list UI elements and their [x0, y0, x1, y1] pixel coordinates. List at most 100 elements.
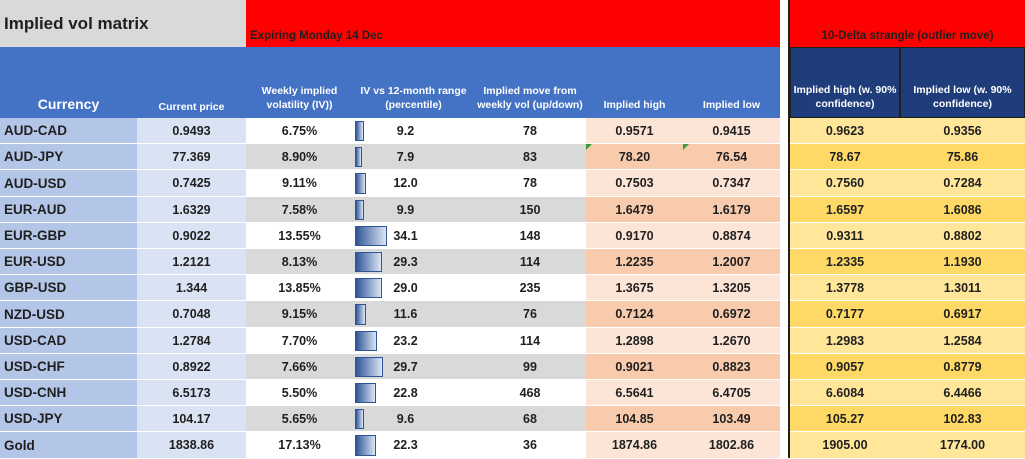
currency-value: GBP-USD: [4, 280, 67, 295]
currency-value: EUR-GBP: [4, 228, 67, 243]
currency-value: USD-CAD: [4, 333, 67, 348]
strangle-low-value: 1.2584: [943, 333, 982, 348]
iv-range-value: 12.0: [393, 176, 418, 190]
current-price-value: 0.7425: [172, 176, 211, 190]
implied-high-cell: 1874.86: [586, 432, 683, 459]
strangle-low-value: 6.4466: [943, 385, 982, 400]
weekly-iv-cell: 6.75%: [246, 118, 353, 144]
header-current-price: Current price: [137, 47, 246, 118]
implied-move-cell: 99: [474, 354, 586, 380]
sheet-title: Implied vol matrix: [0, 0, 246, 47]
iv-range-cell: 9.9: [353, 197, 474, 223]
percentile-bar: [355, 226, 387, 246]
iv-range-value: 29.3: [393, 254, 418, 269]
currency-value: EUR-AUD: [4, 202, 67, 217]
iv-range-value: 29.0: [393, 280, 418, 295]
percentile-bar: [355, 383, 376, 403]
row-spacer: [780, 354, 788, 380]
implied-low-cell: 103.49: [683, 406, 780, 432]
header-implied-move: Implied move from weekly vol (up/down): [474, 47, 586, 118]
strangle-high-cell: 0.9623: [790, 118, 900, 144]
implied-move-value: 78: [523, 176, 537, 190]
implied-low-value: 76.54: [715, 149, 748, 164]
current-price-value: 1.2784: [172, 333, 211, 348]
header-strangle-low: Implied low (w. 90% confidence): [900, 47, 1025, 118]
weekly-iv-value: 9.15%: [281, 307, 318, 321]
weekly-iv-cell: 8.90%: [246, 144, 353, 170]
cell-comment-indicator-icon: [586, 144, 592, 150]
implied-high-value: 6.5641: [615, 385, 654, 400]
weekly-iv-value: 17.13%: [278, 438, 321, 452]
strangle-low-cell: 1774.00: [900, 432, 1025, 459]
implied-move-value: 114: [519, 333, 541, 348]
header-implied-high: Implied high: [586, 47, 683, 118]
expiry-banner: Expiring Monday 14 Dec: [246, 24, 780, 47]
header-strangle-low-label: Implied low (w. 90% confidence): [913, 83, 1012, 110]
currency-value: EUR-USD: [4, 254, 66, 269]
implied-high-value: 1.2235: [615, 254, 654, 269]
implied-low-value: 103.49: [712, 411, 751, 426]
iv-range-cell: 29.0: [353, 275, 474, 301]
iv-range-cell: 9.2: [353, 118, 474, 144]
implied-move-cell: 78: [474, 170, 586, 197]
strangle-high-cell: 0.7177: [790, 301, 900, 328]
currency-value: AUD-USD: [4, 175, 67, 191]
implied-move-cell: 68: [474, 406, 586, 432]
weekly-iv-cell: 17.13%: [246, 432, 353, 459]
implied-low-cell: 0.9415: [683, 118, 780, 144]
current-price-value: 1838.86: [168, 438, 215, 452]
current-price-cell: 1.2784: [137, 328, 246, 354]
implied-high-cell: 0.7124: [586, 301, 683, 328]
implied-high-value: 0.9170: [615, 228, 654, 243]
header-strangle-high-label: Implied high (w. 90% confidence): [793, 83, 897, 110]
currency-cell: GBP-USD: [0, 275, 137, 301]
implied-high-cell: 104.85: [586, 406, 683, 432]
strangle-low-value: 1774.00: [939, 438, 986, 452]
header-currency: Currency: [0, 47, 137, 118]
implied-high-value: 0.9021: [615, 359, 654, 374]
strangle-low-value: 1.1930: [943, 254, 982, 269]
iv-range-value: 23.2: [393, 333, 418, 348]
current-price-value: 77.369: [172, 149, 211, 164]
strangle-low-cell: 1.6086: [900, 197, 1025, 223]
weekly-iv-cell: 7.70%: [246, 328, 353, 354]
implied-move-cell: 78: [474, 118, 586, 144]
current-price-value: 1.2121: [172, 254, 211, 269]
current-price-cell: 6.5173: [137, 380, 246, 406]
weekly-iv-value: 6.75%: [281, 123, 318, 138]
percentile-bar: [355, 304, 366, 325]
percentile-bar: [355, 121, 364, 141]
weekly-iv-cell: 5.50%: [246, 380, 353, 406]
weekly-iv-value: 5.50%: [281, 385, 318, 400]
strangle-banner: 10-Delta strangle (outlier move): [790, 24, 1025, 47]
strangle-high-value: 0.9311: [826, 228, 864, 243]
weekly-iv-cell: 13.55%: [246, 223, 353, 249]
strangle-high-cell: 78.67: [790, 144, 900, 170]
implied-low-value: 1.2670: [712, 333, 751, 348]
iv-range-cell: 34.1: [353, 223, 474, 249]
implied-high-value: 104.85: [615, 411, 654, 426]
currency-cell: EUR-AUD: [0, 197, 137, 223]
row-spacer: [780, 118, 788, 144]
implied-move-value: 114: [519, 254, 541, 269]
weekly-iv-cell: 13.85%: [246, 275, 353, 301]
weekly-iv-cell: 9.15%: [246, 301, 353, 328]
implied-low-value: 1.2007: [712, 254, 751, 269]
header-implied-move-label: Implied move from weekly vol (up/down): [477, 84, 583, 111]
currency-cell: USD-CNH: [0, 380, 137, 406]
row-spacer: [780, 144, 788, 170]
implied-high-value: 0.7124: [615, 307, 654, 321]
implied-low-cell: 6.4705: [683, 380, 780, 406]
percentile-bar: [355, 147, 362, 167]
weekly-iv-cell: 7.66%: [246, 354, 353, 380]
current-price-cell: 77.369: [137, 144, 246, 170]
row-spacer: [780, 432, 788, 459]
strangle-high-cell: 1.2335: [790, 249, 900, 275]
row-spacer: [780, 275, 788, 301]
expiry-banner-fill: [246, 0, 780, 24]
implied-high-cell: 1.6479: [586, 197, 683, 223]
implied-low-cell: 0.6972: [683, 301, 780, 328]
strangle-high-cell: 1.3778: [790, 275, 900, 301]
iv-range-value: 11.6: [393, 307, 418, 321]
